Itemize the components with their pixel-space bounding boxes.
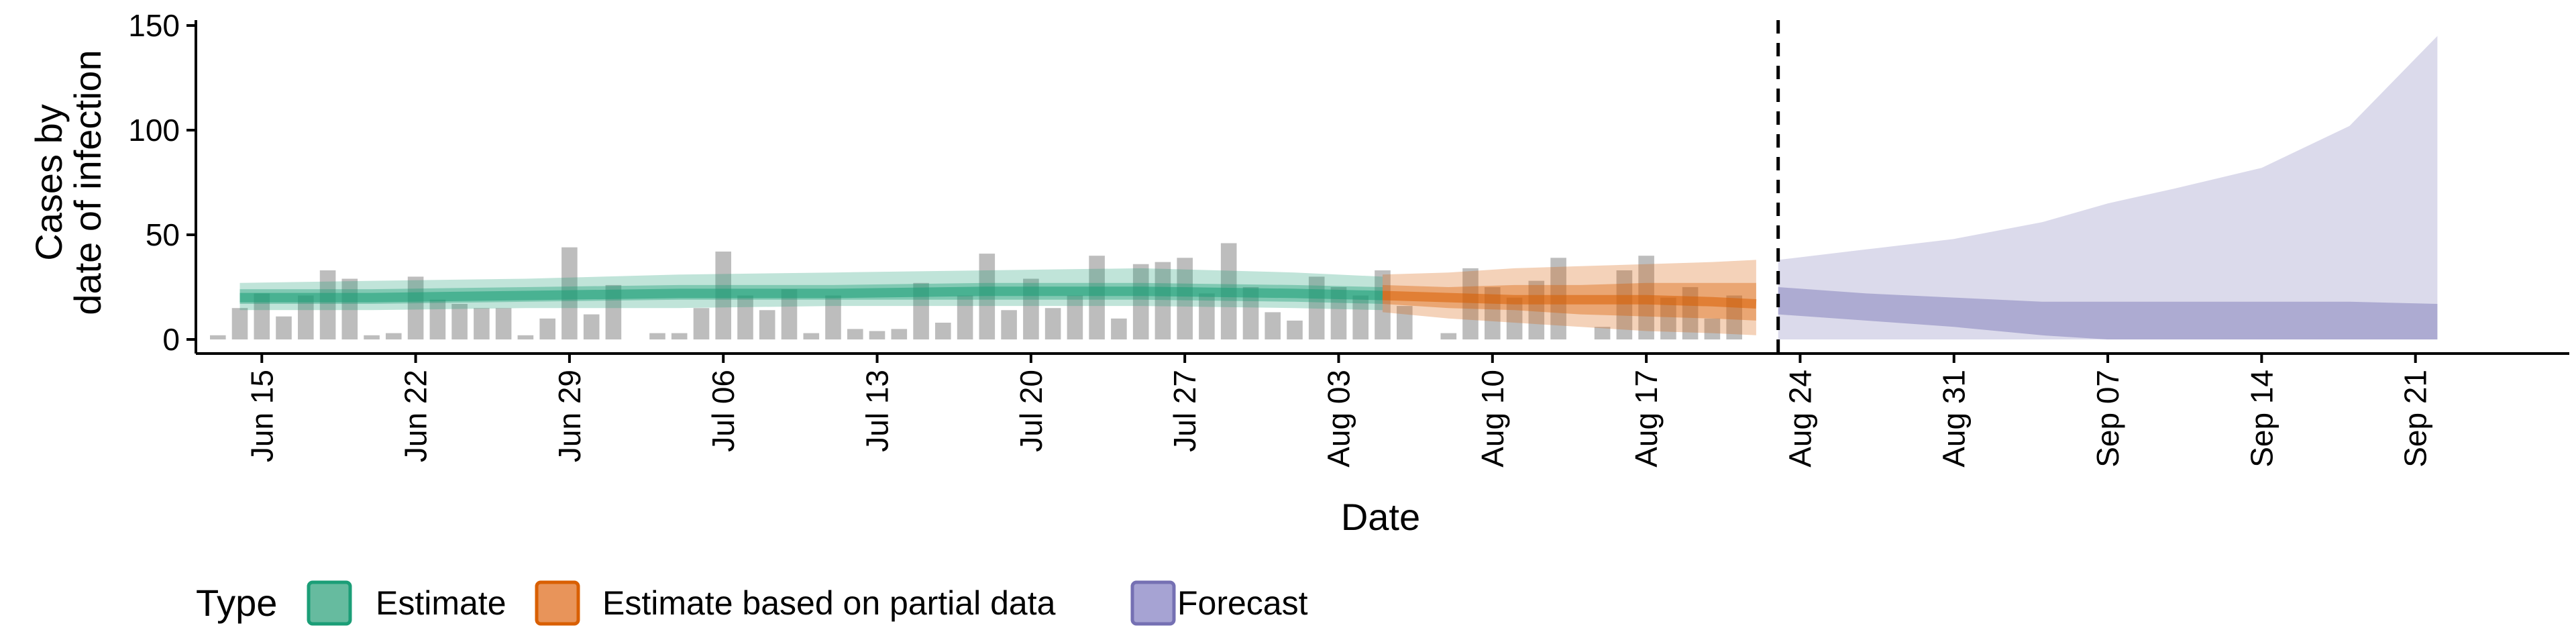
case-bar (979, 254, 996, 339)
case-bar (364, 335, 380, 339)
case-bar (1397, 306, 1413, 339)
case-bar (210, 335, 226, 339)
x-tick-label: Sep 07 (2090, 370, 2125, 468)
case-bar (1155, 262, 1171, 339)
x-tick-label: Jun 22 (398, 370, 433, 462)
y-tick-label: 50 (146, 217, 180, 252)
median-line-estimate (239, 286, 1383, 303)
case-bar (671, 333, 688, 339)
legend-key-estimate (307, 580, 352, 626)
legend-label-estimate: Estimate (376, 584, 506, 622)
case-bar (451, 304, 468, 339)
case-bar (869, 331, 885, 339)
median-line-partial (1382, 290, 1757, 309)
case-bar (913, 282, 929, 339)
case-bar (1440, 333, 1457, 339)
y-axis-label-line-2: date of infection (66, 50, 109, 315)
case-bar (429, 299, 446, 339)
x-tick-label: Sep 14 (2244, 370, 2279, 468)
case-bar (254, 293, 270, 339)
band-outer-forecast (1778, 36, 2438, 339)
case-bar (1375, 270, 1391, 339)
case-bar (319, 270, 336, 339)
band-inner-forecast (1778, 287, 2438, 339)
case-bar (935, 323, 951, 339)
case-bar (825, 295, 841, 339)
case-bar (1287, 320, 1303, 339)
case-bar (649, 333, 665, 339)
case-bar (1177, 258, 1193, 339)
case-bar (539, 318, 555, 339)
case-bar (891, 329, 908, 339)
case-bar (517, 335, 534, 339)
case-bar (1089, 256, 1105, 339)
case-bar (1330, 287, 1347, 339)
x-tick-label: Aug 03 (1321, 370, 1356, 468)
x-tick-label: Jul 20 (1014, 370, 1049, 452)
case-bar (231, 308, 248, 339)
y-tick-label: 0 (162, 322, 180, 357)
x-tick-label: Aug 24 (1782, 370, 1817, 468)
legend-label-forecast: Forecast (1177, 584, 1308, 622)
case-bar (1242, 287, 1259, 339)
case-bar (474, 308, 490, 339)
case-bar (847, 329, 863, 339)
bands-layer (239, 36, 2438, 339)
y-tick-label: 150 (128, 8, 180, 43)
x-tick-label: Aug 17 (1629, 370, 1664, 468)
case-bar (1044, 308, 1061, 339)
case-bar (957, 295, 973, 339)
case-bar (781, 289, 798, 339)
case-bar (583, 314, 600, 339)
case-bar (1594, 327, 1611, 339)
case-bar (1001, 310, 1017, 339)
case-bar (298, 295, 314, 339)
case-bar (1506, 297, 1523, 339)
case-bar (276, 316, 292, 339)
x-tick-label: Jul 27 (1167, 370, 1202, 452)
case-bar (1132, 264, 1149, 339)
x-tick-label: Aug 10 (1475, 370, 1510, 468)
case-bar (1616, 270, 1633, 339)
case-bar (1462, 268, 1479, 339)
axes-layer: 0 50 100 150 Jun 15 Jun 22 Jun 29 Jul 06 Jul 13 J… (128, 8, 2569, 468)
case-bar (759, 310, 775, 339)
case-bar (1660, 297, 1676, 339)
x-tick-label: Aug 31 (1937, 370, 1972, 468)
case-bar (1265, 312, 1281, 339)
legend-key-forecast (1130, 580, 1176, 626)
case-bar (737, 295, 753, 339)
case-bar (693, 308, 710, 339)
case-bar (386, 333, 402, 339)
x-tick-label: Jul 13 (860, 370, 895, 452)
y-tick-label: 100 (128, 113, 180, 148)
case-bar (1199, 293, 1215, 339)
case-bar (803, 333, 820, 339)
case-bar (1352, 295, 1368, 339)
case-bar (1067, 295, 1083, 339)
x-tick-label: Jun 15 (244, 370, 279, 462)
x-tick-label: Jul 06 (706, 370, 741, 452)
x-tick-label: Sep 21 (2398, 370, 2433, 468)
case-bar (495, 308, 512, 339)
legend-key-partial (535, 580, 580, 626)
legend-title: Type (196, 582, 277, 624)
legend-label-partial: Estimate based on partial data (602, 584, 1056, 622)
y-axis-label-line-1: Cases by (28, 104, 70, 260)
case-bar (1111, 318, 1127, 339)
x-axis-label: Date (1341, 496, 1420, 538)
x-tick-label: Jun 29 (552, 370, 587, 462)
legend: Type Estimate Estimate based on partial … (196, 580, 1308, 626)
case-bar (1704, 318, 1721, 339)
